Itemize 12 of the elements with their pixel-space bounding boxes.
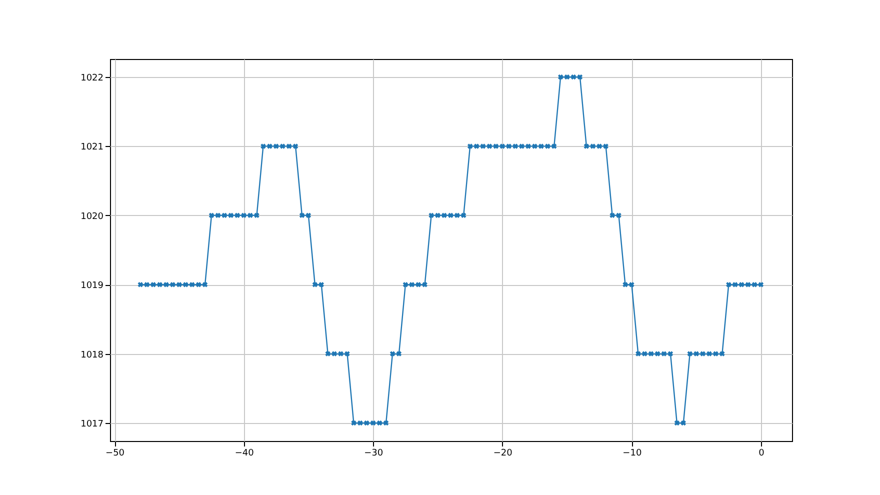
x-tick-label: 0 bbox=[758, 448, 765, 458]
y-tick-label: 1021 bbox=[80, 142, 104, 153]
x-tick-label: −50 bbox=[106, 448, 125, 458]
y-tick-label: 1022 bbox=[80, 73, 104, 84]
y-tick-label: 1020 bbox=[80, 212, 104, 222]
x-tick-label: −20 bbox=[493, 448, 513, 458]
x-tick-label: −10 bbox=[622, 448, 642, 458]
y-tick-label: 1017 bbox=[80, 420, 104, 430]
x-tick-label: −30 bbox=[364, 448, 384, 458]
y-tick-label: 1019 bbox=[80, 281, 104, 292]
y-tick-label: 1018 bbox=[80, 350, 104, 360]
x-tick-label: −40 bbox=[234, 448, 254, 458]
